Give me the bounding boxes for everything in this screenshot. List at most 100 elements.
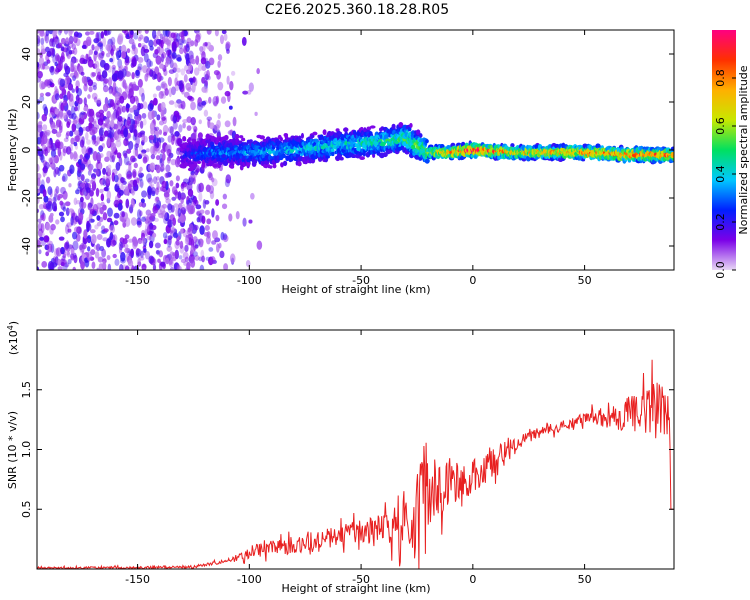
colorbar-tick-label: 0.2 [714, 213, 727, 231]
spectrogram-noise-mark [87, 94, 91, 99]
spectrogram-noise-mark [190, 245, 196, 254]
spectrogram-noise-mark [128, 83, 134, 93]
spectrogram-noise-mark [168, 87, 173, 98]
spectrogram-noise-mark [52, 30, 57, 38]
spectrogram-noise-mark [160, 163, 165, 170]
spectrogram-noise-mark [160, 148, 166, 154]
spectrogram-ridge-mark [246, 162, 251, 167]
spectrogram-noise-mark [57, 147, 62, 157]
spectrogram-noise-mark [206, 116, 212, 121]
spectrogram-ridge-mark [194, 161, 198, 168]
spectrogram-noise-mark [88, 147, 94, 155]
spectrogram-noise-mark [143, 248, 147, 253]
spectrogram-noise-mark [141, 216, 147, 222]
spectrogram-noise-mark [61, 102, 65, 112]
spectrogram-noise-mark [123, 127, 128, 138]
spectrogram-noise-mark [199, 264, 205, 270]
spectrogram-noise-mark [107, 207, 113, 217]
spectrogram-noise-mark [199, 225, 205, 236]
spectrogram-ridge-mark [282, 160, 288, 167]
spectrogram-noise-mark [85, 36, 92, 47]
spectrogram-noise-mark [52, 196, 57, 203]
spectrogram-noise-mark [116, 118, 123, 127]
spectrogram-noise-mark [154, 196, 160, 204]
spectrogram-noise-mark [40, 37, 45, 46]
spectrogram-noise-mark [73, 197, 78, 206]
spectrogram-noise-mark [112, 81, 117, 92]
spectrogram-noise-mark [177, 207, 182, 217]
spectrogram-noise-mark [141, 44, 148, 52]
spectrogram-noise-mark [115, 93, 119, 103]
spectrogram-noise-mark [80, 183, 86, 188]
spectrogram-noise-mark [93, 244, 100, 250]
spectrogram-noise-mark [91, 125, 96, 136]
spectrogram-noise-mark [208, 247, 214, 252]
snr-y-tick-label: 1.5 [20, 381, 33, 399]
spectrogram-noise-mark [198, 182, 204, 193]
spectrogram-noise-mark [58, 164, 65, 172]
spectrogram-noise-mark [120, 176, 125, 184]
spectrogram-noise-mark [68, 208, 74, 213]
spectrogram-noise-mark [195, 33, 201, 43]
spectrogram-ridge-mark [259, 135, 265, 140]
spectrogram-noise-mark [65, 224, 70, 235]
spectrogram-noise-mark [248, 82, 254, 92]
spectrogram-noise-mark [102, 178, 107, 187]
spectrogram-noise-mark [80, 174, 85, 182]
spectrogram-ridge-mark [382, 152, 388, 158]
spectrogram-noise-mark [167, 156, 172, 162]
spectrogram-noise-mark [82, 59, 88, 65]
spectrogram-noise-mark [157, 30, 161, 37]
spectrogram-noise-mark [37, 239, 41, 249]
spectrogram-noise-mark [60, 186, 66, 195]
spectrogram-noise-mark [137, 65, 142, 71]
spectrogram-noise-mark [139, 210, 143, 217]
spectrogram-noise-mark [102, 204, 107, 211]
spectrogram-noise-mark [177, 191, 182, 201]
colorbar-tick-label: 0.0 [714, 261, 727, 279]
spectrogram-noise-mark [150, 212, 156, 218]
spectrogram-noise-mark [132, 179, 138, 188]
spectrogram-noise-mark [73, 31, 79, 38]
spectrogram-noise-mark [167, 235, 173, 241]
spectrogram-noise-mark [138, 181, 144, 187]
snr-series-line [37, 359, 674, 569]
spectrogram-noise-mark [60, 46, 65, 52]
colorbar-gradient [712, 30, 736, 270]
spectrogram-noise-mark [51, 106, 57, 112]
spectrogram-noise-mark [40, 214, 45, 221]
spectrogram-noise-mark [73, 252, 77, 259]
spectrogram-noise-mark [98, 52, 105, 59]
spectrogram-noise-mark [75, 132, 82, 143]
spectrogram-noise-mark [250, 192, 255, 200]
spectrogram-noise-mark [144, 73, 149, 82]
spectrogram-noise-mark [114, 258, 120, 266]
spectrogram-noise-mark [147, 185, 152, 196]
spectrogram-ridge-mark [597, 144, 601, 148]
spectrogram-noise-mark [67, 258, 72, 265]
spectrogram-noise-mark [67, 82, 74, 91]
spectrogram-noise-mark [195, 164, 200, 173]
spectrogram-noise-mark [72, 152, 79, 162]
colorbar-tick-label: 0.8 [714, 69, 727, 87]
spectrogram-noise-mark [151, 224, 157, 231]
spectrogram-noise-mark [75, 94, 80, 102]
spectrogram-noise-mark [79, 54, 86, 64]
spectrogram-noise-mark [124, 265, 130, 270]
snr-x-tick-label: -100 [237, 573, 262, 586]
spectrogram-noise-mark [155, 85, 162, 91]
spectrogram-noise-mark [58, 211, 65, 217]
spectrogram-noise-mark [105, 174, 111, 184]
spectrogram-noise-mark [87, 79, 94, 87]
spectrogram-noise-mark [152, 93, 157, 99]
spectrogram-noise-mark [167, 76, 172, 87]
spectrogram-noise-mark [149, 122, 155, 132]
spectrogram-noise-mark [151, 109, 155, 120]
spectrogram-noise-mark [198, 119, 202, 125]
spectrogram-noise-mark [75, 189, 80, 195]
spectrogram-noise-mark [192, 76, 196, 83]
spectrogram-ridge-mark [343, 127, 349, 133]
spectrogram-noise-mark [44, 79, 50, 87]
spectrogram-noise-mark [97, 118, 104, 126]
spectrogram-noise-mark [44, 33, 49, 44]
